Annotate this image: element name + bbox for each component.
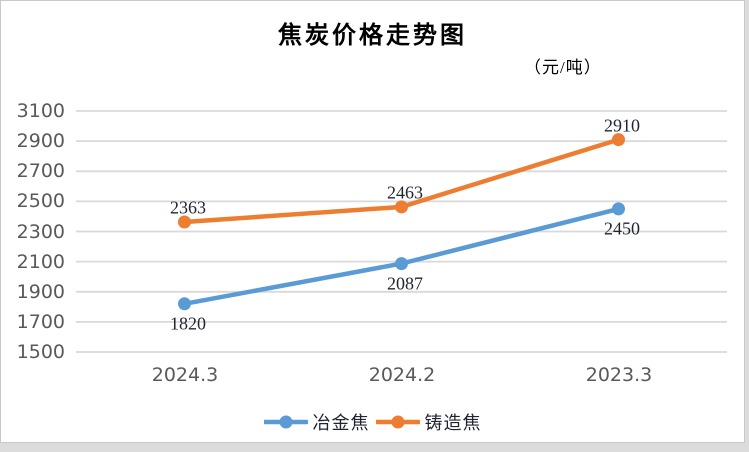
legend-label: 冶金焦 <box>312 413 370 433</box>
legend-item-铸造焦: 铸造焦 <box>375 409 482 435</box>
legend-item-冶金焦: 冶金焦 <box>263 409 370 435</box>
series-line-冶金焦 <box>182 206 621 307</box>
data-point <box>178 215 191 229</box>
data-point <box>395 257 408 271</box>
unit-label: （元/吨） <box>524 58 602 77</box>
chart-frame: 焦炭价格走势图 （元/吨） 3100 2900 2700 2500 2300 2100 19… <box>0 0 745 443</box>
data-point <box>395 200 408 214</box>
legend: 冶金焦 铸造焦 <box>1 408 744 436</box>
data-point <box>612 202 625 216</box>
plot-area <box>76 110 727 353</box>
legend-label: 铸造焦 <box>424 413 482 433</box>
data-point <box>178 297 191 311</box>
legend-marker-icon <box>263 415 308 429</box>
data-point <box>612 133 625 147</box>
chart-title: 焦炭价格走势图 <box>278 23 467 49</box>
legend-marker-icon <box>375 415 420 429</box>
